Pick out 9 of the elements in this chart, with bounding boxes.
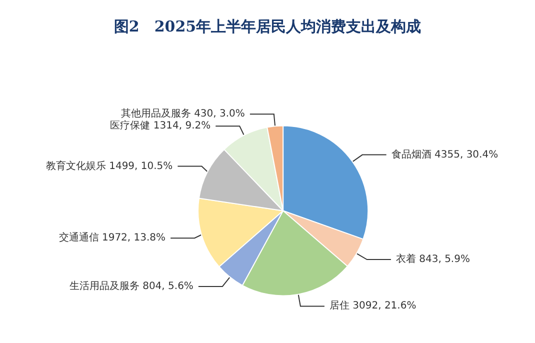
slice-label: 生活用品及服务 804, 5.6% [69, 280, 194, 292]
chart-title: 图2 2025年上半年居民人均消费支出及构成 [114, 18, 422, 36]
slice-label: 医疗保健 1314, 9.2% [110, 120, 211, 132]
slice-label: 教育文化娱乐 1499, 10.5% [46, 160, 173, 172]
slice-label: 交通通信 1972, 13.8% [58, 232, 166, 244]
slice-label: 衣着 843, 5.9% [396, 253, 470, 265]
slice-label: 居住 3092, 21.6% [329, 300, 416, 312]
slice-label: 其他用品及服务 430, 3.0% [120, 108, 245, 120]
slice-label: 食品烟酒 4355, 30.4% [391, 148, 498, 160]
